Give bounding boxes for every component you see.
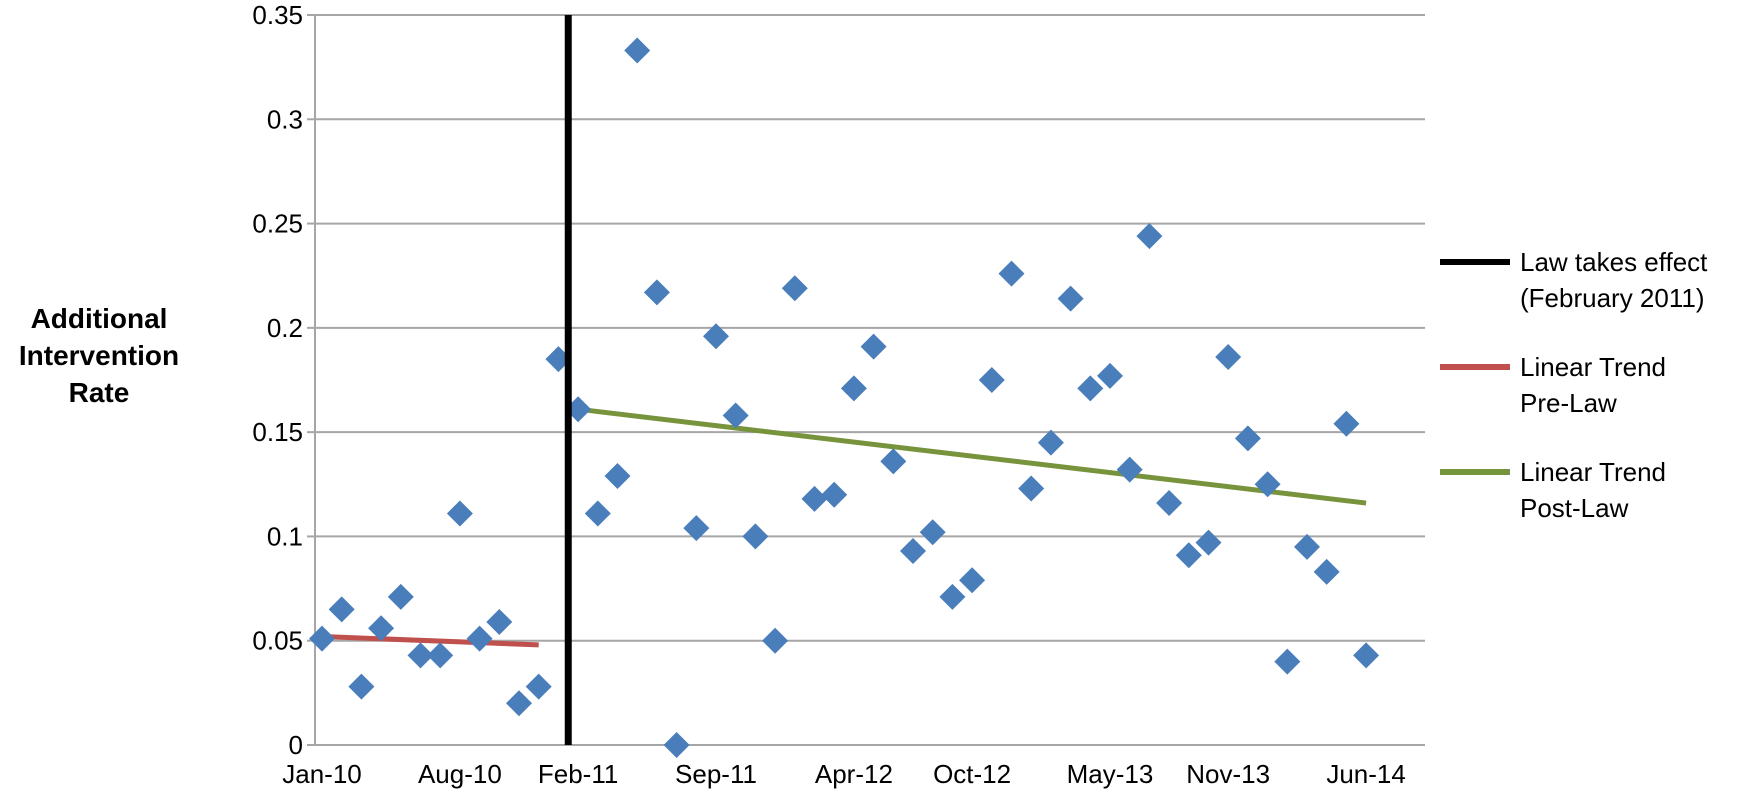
legend: Law takes effect (February 2011) Linear Tr… [1440,247,1708,523]
y-axis-label-line: Rate [69,377,130,408]
y-tick-label: 0.3 [267,104,303,134]
data-point [880,448,907,475]
x-tick-label: Sep-11 [675,759,757,789]
y-axis-label-line: Additional [31,303,168,334]
data-point [959,567,986,594]
data-point [1057,285,1084,312]
data-point [998,260,1025,287]
data-point [328,596,355,623]
y-tick-label: 0.25 [252,209,303,239]
data-point [919,519,946,546]
data-point [427,642,454,669]
x-tick-label: Jun-14 [1326,759,1406,789]
gridlines [307,14,1425,746]
x-tick-label: Aug-10 [418,759,502,789]
y-axis-label: Additional Intervention Rate [19,303,179,408]
trend-line-post-law [577,406,1367,506]
y-tick-label: 0.05 [252,626,303,656]
data-point [683,515,710,542]
data-point [1234,425,1261,452]
trend-lines [321,406,1367,648]
data-point [1353,642,1380,669]
y-tick-label: 0.2 [267,313,303,343]
legend-label: Linear Trend [1520,352,1666,382]
data-point [387,583,414,610]
data-point [1018,475,1045,502]
x-tick-label: Apr-12 [815,759,893,789]
data-point [781,275,808,302]
data-point [407,642,434,669]
trend-line-pre-law [321,634,539,648]
data-point [762,627,789,654]
data-point [801,485,828,512]
data-point [1037,429,1064,456]
data-point [1097,362,1123,389]
data-point [1215,344,1242,371]
data-point [1274,648,1301,675]
data-point [348,673,375,700]
y-axis-label-line: Intervention [19,340,179,371]
data-point [1294,533,1320,560]
x-tick-label: Feb-11 [538,759,618,789]
data-point [643,279,670,306]
data-point [1195,529,1222,556]
data-point [663,732,690,758]
x-tick-labels: Jan-10 Aug-10 Feb-11 Sep-11 Apr-12 Oct-12 May-… [282,759,1406,789]
y-tick-label: 0 [289,730,303,760]
data-point [584,500,611,527]
data-point [1156,490,1183,517]
data-point [1254,471,1281,498]
data-point [1175,542,1202,569]
x-tick-label: May-13 [1067,759,1154,789]
y-tick-labels: 0 0.05 0.1 0.15 0.2 0.25 0.3 0.35 [252,0,303,760]
data-point [1077,375,1104,402]
x-tick-label: Nov-13 [1186,759,1270,789]
x-tick-label: Jan-10 [282,759,362,789]
data-point [446,500,473,527]
data-point [703,323,729,350]
data-point [486,608,513,635]
data-point [900,538,926,565]
data-point [860,333,887,360]
legend-label: Pre-Law [1520,388,1617,418]
y-tick-label: 0.15 [252,417,303,447]
data-point [840,375,867,402]
data-point [978,367,1005,393]
data-point [939,583,966,610]
legend-label: (February 2011) [1520,283,1705,313]
data-point [368,615,395,642]
y-tick-label: 0.35 [252,0,303,30]
legend-label: Linear Trend [1520,457,1666,487]
data-point [742,523,769,550]
data-point [525,673,552,700]
legend-label: Law takes effect [1520,247,1708,277]
data-points [309,37,1380,758]
data-point [722,402,749,429]
data-point [1313,558,1340,585]
data-point [466,625,493,652]
data-point [506,690,532,717]
data-point [624,37,651,64]
data-point [1136,223,1163,250]
data-point [1116,456,1143,483]
data-point [309,625,335,652]
x-tick-label: Oct-12 [933,759,1011,789]
legend-label: Post-Law [1520,493,1629,523]
data-point [1333,410,1360,437]
data-point [821,481,848,508]
y-tick-label: 0.1 [267,521,303,551]
data-point [604,462,631,489]
